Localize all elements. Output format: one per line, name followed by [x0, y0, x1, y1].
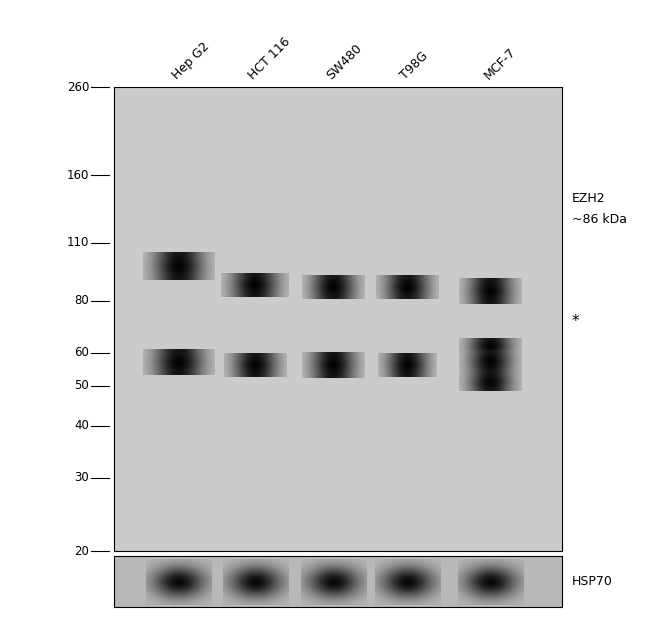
Text: ~86 kDa: ~86 kDa [572, 213, 627, 226]
Text: 80: 80 [74, 294, 89, 307]
Text: 20: 20 [74, 545, 89, 558]
Text: 160: 160 [67, 169, 89, 181]
Text: 40: 40 [74, 419, 89, 432]
Text: HCT 116: HCT 116 [246, 36, 293, 82]
Text: 50: 50 [74, 379, 89, 392]
Text: SW480: SW480 [324, 42, 365, 82]
Text: 260: 260 [67, 81, 89, 93]
Text: HSP70: HSP70 [572, 576, 613, 588]
Text: 60: 60 [74, 346, 89, 359]
Text: T98G: T98G [398, 49, 431, 82]
Text: 30: 30 [74, 472, 89, 485]
Text: Hep G2: Hep G2 [170, 40, 212, 82]
Text: *: * [572, 314, 580, 329]
Text: MCF-7: MCF-7 [481, 45, 518, 82]
Text: EZH2: EZH2 [572, 192, 606, 205]
Text: 110: 110 [67, 236, 89, 249]
